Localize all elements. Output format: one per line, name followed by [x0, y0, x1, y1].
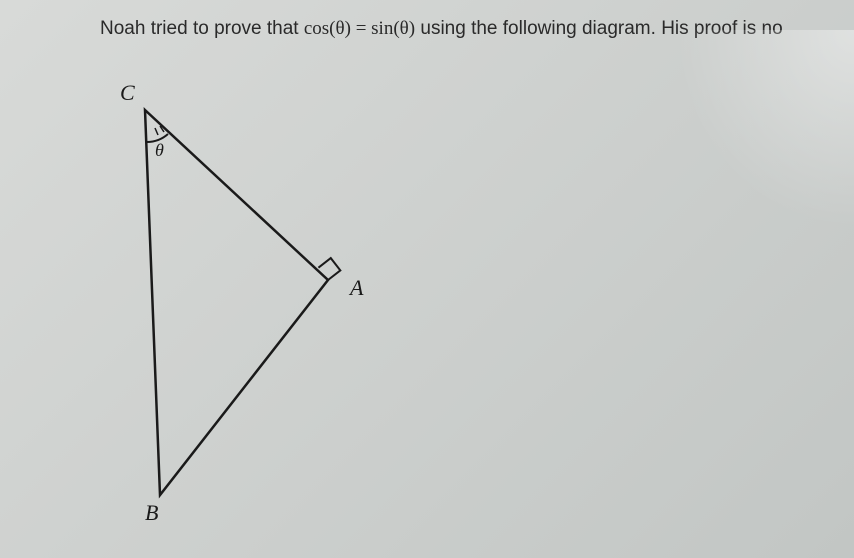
triangle-path [145, 110, 328, 495]
equation-sin: sin [371, 18, 393, 39]
theta-tick-1 [155, 128, 158, 135]
vertex-label-a: A [350, 275, 363, 301]
triangle-svg [100, 80, 450, 530]
vertex-label-b: B [145, 500, 158, 526]
right-angle-marker [318, 258, 341, 281]
vertex-label-c: C [120, 80, 135, 106]
equation-equals: = [351, 18, 371, 39]
equation-cos-arg: (θ) [329, 18, 351, 39]
photo-glare [674, 30, 854, 230]
triangle-diagram: C A B θ [100, 80, 450, 530]
equation-sin-arg: (θ) [393, 18, 415, 39]
angle-label-theta: θ [155, 140, 164, 161]
question-prefix: Noah tried to prove that [100, 18, 304, 39]
equation-cos: cos [304, 18, 329, 39]
